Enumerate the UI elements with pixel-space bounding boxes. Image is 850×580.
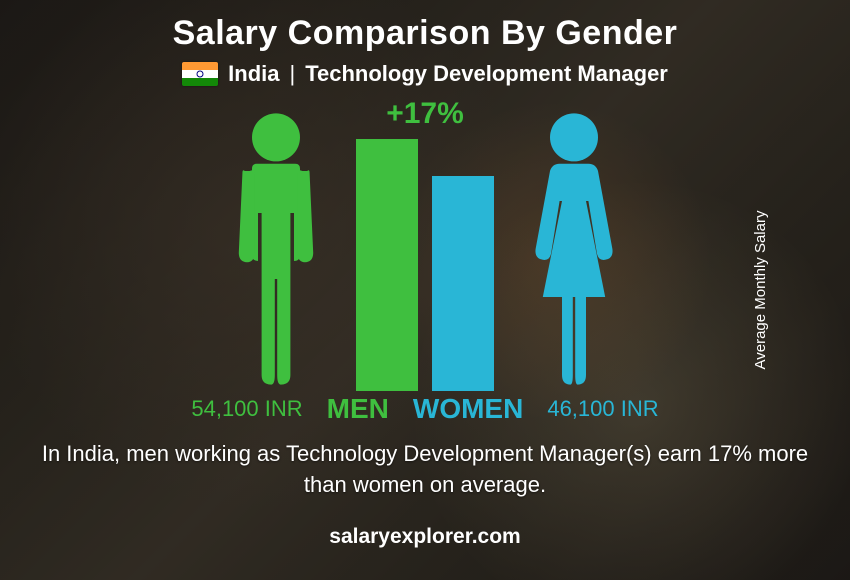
bottom-labels: 54,100 INR MEN WOMEN 46,100 INR: [0, 393, 850, 425]
man-icon: [216, 111, 336, 391]
percentage-diff-label: +17%: [386, 97, 464, 131]
women-label: WOMEN: [413, 393, 523, 425]
woman-icon: [514, 111, 634, 391]
bar-women: [432, 176, 494, 391]
page-title: Salary Comparison By Gender: [0, 0, 850, 53]
separator: |: [289, 61, 295, 87]
men-label: MEN: [327, 393, 389, 425]
y-axis-label: Average Monthly Salary: [752, 211, 769, 370]
footer-source: salaryexplorer.com: [0, 525, 850, 549]
bar-group: [356, 139, 494, 391]
country-label: India: [228, 61, 279, 87]
men-salary: 54,100 INR: [191, 396, 302, 422]
job-title-label: Technology Development Manager: [305, 61, 668, 87]
bar-men: [356, 139, 418, 391]
description-text: In India, men working as Technology Deve…: [0, 439, 850, 501]
women-salary: 46,100 INR: [547, 396, 658, 422]
chart-area: +17% 54,100 INR MEN WOMEN 46,100 INR: [0, 93, 850, 433]
india-flag-icon: [182, 62, 218, 86]
subtitle-row: India | Technology Development Manager: [0, 61, 850, 87]
